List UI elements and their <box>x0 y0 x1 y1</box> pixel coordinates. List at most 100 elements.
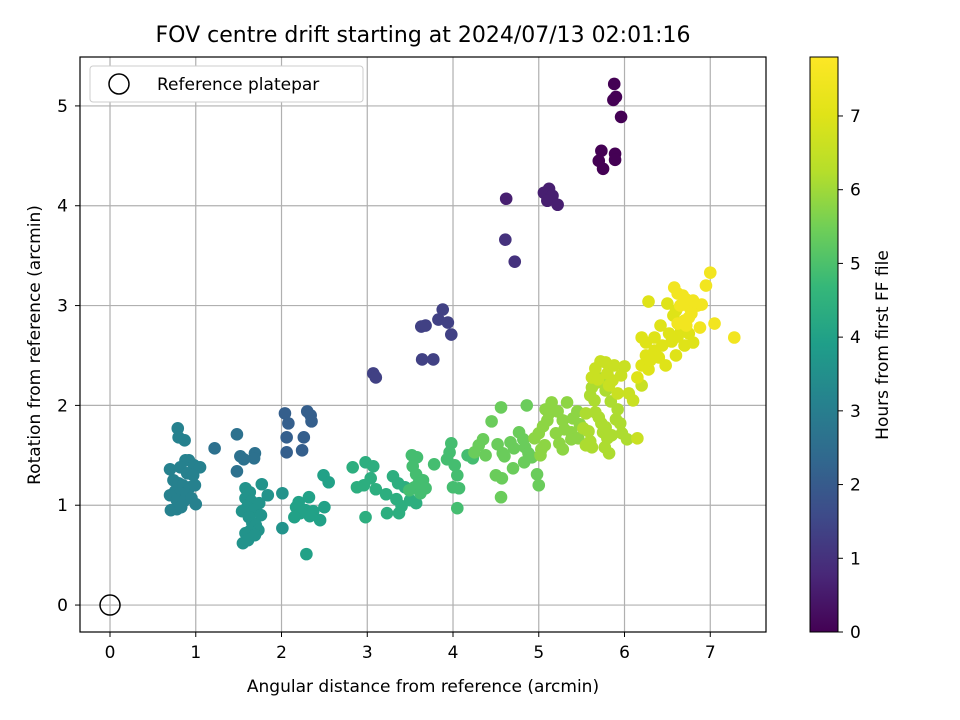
data-point <box>313 513 327 527</box>
data-point <box>163 462 177 476</box>
data-point <box>635 331 648 344</box>
data-point <box>506 461 520 475</box>
legend-box <box>89 65 364 103</box>
data-point <box>295 444 309 457</box>
data-point <box>620 433 634 446</box>
data-point <box>655 339 669 352</box>
colorbar-tick-label: 7 <box>850 107 861 127</box>
data-point <box>508 255 522 268</box>
data-point <box>415 353 429 366</box>
data-point <box>654 319 667 332</box>
colorbar-tick-label: 3 <box>850 402 861 422</box>
data-point <box>686 336 700 349</box>
data-point <box>708 317 721 330</box>
data-point <box>448 458 462 472</box>
data-point <box>499 233 512 246</box>
data-point <box>556 443 570 456</box>
data-point <box>280 446 293 459</box>
data-point <box>551 198 564 212</box>
data-point <box>618 360 631 373</box>
data-point <box>359 510 372 524</box>
data-point <box>241 533 255 547</box>
data-point <box>254 508 268 522</box>
data-point <box>495 471 509 485</box>
data-point <box>579 407 593 420</box>
data-point <box>300 547 313 561</box>
x-tick-label: 1 <box>190 643 201 663</box>
data-point <box>494 401 508 414</box>
colorbar-tick-label: 6 <box>850 181 861 201</box>
data-point <box>402 483 416 497</box>
data-point <box>305 415 318 428</box>
x-axis-ticks: 0 1 2 3 4 5 6 7 <box>105 632 716 663</box>
data-point <box>631 432 644 445</box>
data-point <box>532 478 546 492</box>
data-point <box>642 295 655 308</box>
data-point <box>643 354 657 367</box>
data-point <box>611 387 624 400</box>
reference-marker <box>99 594 121 616</box>
x-tick-label: 4 <box>448 643 459 663</box>
data-point <box>452 481 466 495</box>
data-point <box>427 457 441 471</box>
data-point <box>530 467 544 481</box>
data-point <box>186 468 200 482</box>
data-point <box>178 434 191 447</box>
data-point <box>538 439 552 452</box>
chart-title: FOV centre drift starting at 2024/07/13 … <box>156 23 691 48</box>
data-point <box>380 506 394 520</box>
colorbar-tick-label: 0 <box>850 623 861 643</box>
data-point <box>261 488 275 502</box>
data-point <box>671 317 684 330</box>
legend-reference-label: Reference platepar <box>157 75 319 95</box>
x-tick-label: 5 <box>533 643 544 663</box>
colorbar: 0 1 2 3 4 5 6 7 Hours from first FF file <box>809 56 893 643</box>
data-point <box>346 460 359 474</box>
data-point <box>595 144 608 158</box>
y-tick-label: 4 <box>57 197 68 217</box>
data-point <box>520 399 534 412</box>
y-tick-label: 5 <box>57 97 68 117</box>
data-point <box>703 266 717 279</box>
plot-frame <box>79 56 767 633</box>
x-tick-label: 2 <box>276 643 287 663</box>
legend-reference-marker <box>108 73 130 95</box>
data-point <box>318 500 331 514</box>
data-point <box>605 429 618 442</box>
y-tick-label: 1 <box>57 496 68 516</box>
data-point <box>280 431 293 444</box>
data-point <box>230 428 244 441</box>
reference-point <box>99 594 121 616</box>
data-point <box>278 407 292 420</box>
data-point <box>609 90 623 104</box>
data-point <box>322 475 335 489</box>
data-points <box>163 77 741 561</box>
data-point <box>479 449 492 462</box>
data-point <box>498 450 511 463</box>
data-point <box>369 371 383 384</box>
data-point <box>545 396 558 409</box>
data-point <box>451 501 464 515</box>
y-tick-label: 2 <box>57 396 68 416</box>
data-point <box>507 442 521 455</box>
data-point <box>476 433 490 446</box>
data-point <box>174 500 188 514</box>
data-point <box>659 359 672 372</box>
y-axis-label: Rotation from reference (arcmin) <box>25 205 45 485</box>
x-tick-label: 7 <box>705 643 716 663</box>
data-point <box>247 452 261 465</box>
data-point <box>534 449 547 462</box>
data-point <box>614 110 628 124</box>
data-point <box>582 425 595 438</box>
x-tick-label: 3 <box>362 643 373 663</box>
data-point <box>596 162 610 176</box>
colorbar-tick-label: 1 <box>850 549 861 569</box>
data-point <box>303 509 317 523</box>
data-point <box>379 487 393 501</box>
data-point <box>188 478 202 492</box>
data-point <box>494 490 508 504</box>
colorbar-ticks: 0 1 2 3 4 5 6 7 <box>838 107 861 643</box>
data-point <box>276 486 289 500</box>
grid-lines <box>80 57 766 632</box>
colorbar-label: Hours from first FF file <box>873 250 893 440</box>
